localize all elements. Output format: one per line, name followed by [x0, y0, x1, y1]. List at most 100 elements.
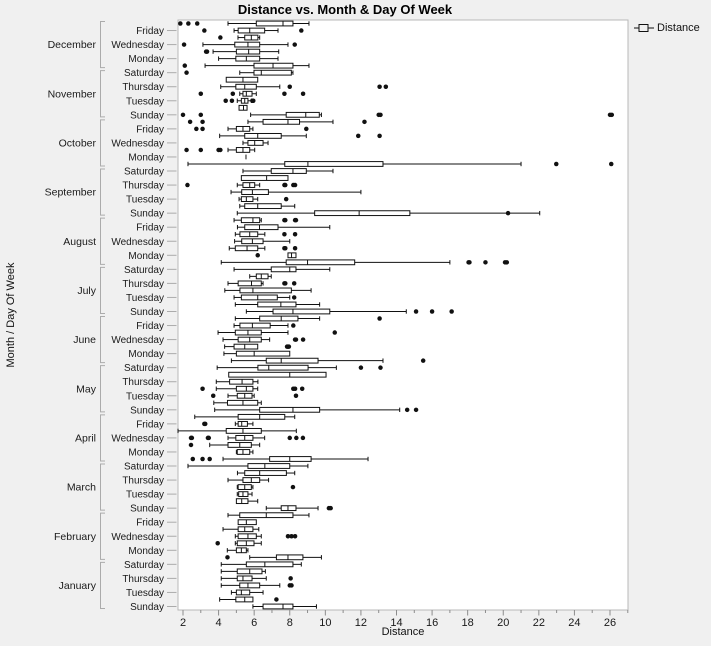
outlier-dot[interactable]	[289, 534, 294, 539]
box[interactable]	[259, 406, 321, 413]
outlier-dot[interactable]	[198, 112, 204, 118]
outlier-dot[interactable]	[210, 393, 216, 399]
box[interactable]	[235, 55, 261, 62]
outlier-dot[interactable]	[293, 393, 299, 399]
outlier-dot[interactable]	[194, 21, 200, 26]
box[interactable]	[240, 294, 278, 301]
outlier-dot[interactable]	[289, 583, 294, 588]
box[interactable]	[245, 561, 294, 568]
box[interactable]	[236, 575, 253, 582]
outlier-dot[interactable]	[291, 281, 297, 286]
outlier-dot[interactable]	[218, 147, 223, 153]
box[interactable]	[257, 301, 297, 308]
box[interactable]	[228, 371, 327, 378]
outlier-dot[interactable]	[294, 435, 299, 441]
outlier-dot[interactable]	[283, 281, 288, 286]
outlier-dot[interactable]	[299, 386, 305, 392]
outlier-dot[interactable]	[292, 386, 298, 392]
outlier-dot[interactable]	[182, 63, 188, 68]
outlier-dot[interactable]	[215, 541, 220, 546]
outlier-dot[interactable]	[283, 182, 288, 188]
outlier-dot[interactable]	[413, 309, 419, 314]
outlier-dot[interactable]	[378, 112, 383, 118]
box[interactable]	[272, 308, 331, 315]
outlier-dot[interactable]	[291, 295, 297, 300]
box[interactable]	[270, 168, 307, 174]
box[interactable]	[225, 76, 259, 83]
outlier-dot[interactable]	[283, 246, 288, 251]
box[interactable]	[244, 132, 282, 139]
box[interactable]	[244, 203, 282, 210]
outlier-dot[interactable]	[355, 133, 361, 139]
outlier-dot[interactable]	[189, 435, 195, 441]
outlier-dot[interactable]	[190, 456, 196, 462]
box[interactable]	[269, 456, 312, 462]
box[interactable]	[237, 533, 257, 540]
outlier-dot[interactable]	[198, 91, 204, 97]
box[interactable]	[237, 280, 262, 287]
box[interactable]	[236, 449, 251, 455]
outlier-dot[interactable]	[299, 28, 304, 33]
outlier-dot[interactable]	[286, 344, 292, 349]
outlier-dot[interactable]	[282, 231, 287, 237]
outlier-dot[interactable]	[287, 84, 293, 89]
outlier-dot[interactable]	[449, 309, 454, 314]
box[interactable]	[270, 266, 297, 273]
outlier-dot[interactable]	[181, 42, 187, 47]
outlier-dot[interactable]	[200, 386, 205, 392]
box[interactable]	[237, 420, 248, 427]
outlier-dot[interactable]	[377, 84, 382, 89]
outlier-dot[interactable]	[483, 260, 488, 265]
outlier-dot[interactable]	[283, 196, 289, 202]
outlier-dot[interactable]	[362, 119, 367, 125]
box[interactable]	[234, 245, 259, 252]
outlier-dot[interactable]	[291, 323, 296, 328]
box[interactable]	[239, 322, 271, 329]
outlier-dot[interactable]	[293, 337, 299, 342]
outlier-dot[interactable]	[187, 119, 193, 125]
box[interactable]	[265, 357, 319, 364]
outlier-dot[interactable]	[202, 28, 207, 33]
outlier-dot[interactable]	[206, 435, 212, 441]
outlier-dot[interactable]	[429, 309, 435, 314]
outlier-dot[interactable]	[467, 260, 472, 265]
box[interactable]	[255, 273, 269, 280]
box[interactable]	[247, 140, 264, 146]
outlier-dot[interactable]	[186, 21, 191, 26]
box[interactable]	[247, 463, 291, 469]
outlier-dot[interactable]	[300, 91, 306, 97]
outlier-dot[interactable]	[229, 98, 235, 104]
outlier-dot[interactable]	[194, 126, 199, 132]
box[interactable]	[234, 41, 261, 48]
outlier-dot[interactable]	[274, 597, 279, 602]
outlier-dot[interactable]	[304, 126, 309, 132]
box[interactable]	[262, 603, 294, 610]
box[interactable]	[239, 287, 292, 294]
outlier-dot[interactable]	[218, 35, 223, 40]
box[interactable]	[237, 526, 254, 533]
box[interactable]	[237, 519, 257, 526]
outlier-dot[interactable]	[377, 316, 382, 321]
box[interactable]	[237, 413, 286, 420]
box[interactable]	[241, 189, 269, 195]
box[interactable]	[240, 175, 289, 181]
outlier-dot[interactable]	[255, 253, 260, 258]
outlier-dot[interactable]	[292, 42, 297, 47]
outlier-dot[interactable]	[204, 49, 210, 54]
box[interactable]	[259, 315, 299, 322]
outlier-dot[interactable]	[300, 435, 306, 441]
outlier-dot[interactable]	[288, 576, 293, 581]
box[interactable]	[229, 378, 254, 385]
box[interactable]	[262, 118, 301, 125]
outlier-dot[interactable]	[285, 534, 291, 539]
outlier-dot[interactable]	[180, 112, 186, 118]
outlier-dot[interactable]	[200, 456, 205, 462]
box[interactable]	[284, 161, 384, 167]
outlier-dot[interactable]	[292, 182, 298, 188]
box[interactable]	[242, 182, 256, 188]
outlier-dot[interactable]	[608, 161, 614, 167]
box[interactable]	[240, 196, 254, 203]
outlier-dot[interactable]	[504, 260, 510, 265]
box[interactable]	[236, 540, 255, 547]
